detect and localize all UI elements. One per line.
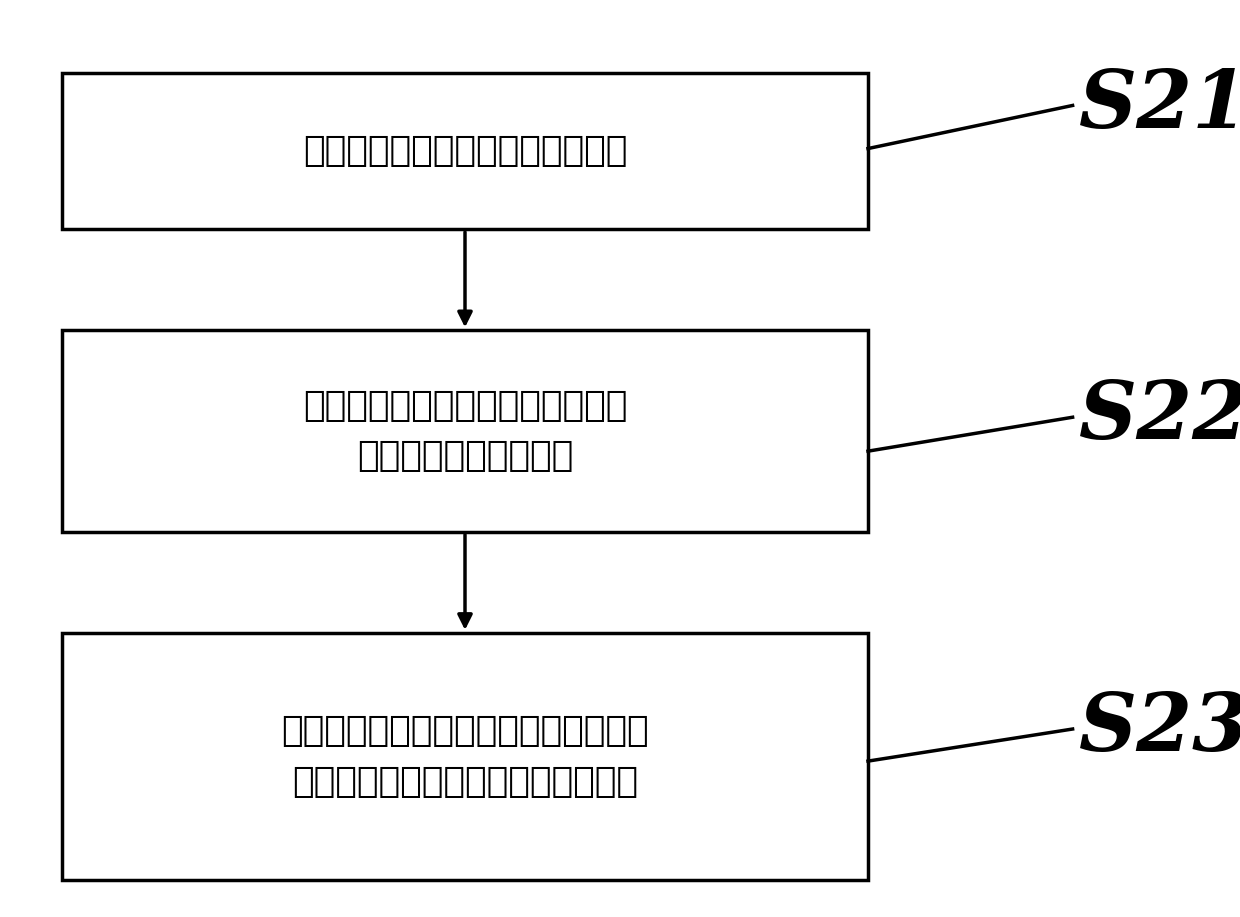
Text: 函数值的节点并标记为第一目标功率: 函数值的节点并标记为第一目标功率 — [291, 765, 639, 799]
Text: S23: S23 — [1079, 691, 1240, 768]
Text: 对光伏功率信号执行小波包基分解: 对光伏功率信号执行小波包基分解 — [303, 389, 627, 423]
Text: 并生成多层小波包信号: 并生成多层小波包信号 — [357, 439, 573, 473]
Bar — [62, 330, 868, 532]
Text: S22: S22 — [1079, 379, 1240, 456]
Text: 基于光伏波动率生成光伏功率信号: 基于光伏波动率生成光伏功率信号 — [303, 134, 627, 169]
Bar — [62, 633, 868, 880]
Text: S21: S21 — [1079, 67, 1240, 144]
Text: 获取多层小波包信号中的具有最小评价: 获取多层小波包信号中的具有最小评价 — [281, 714, 649, 748]
Bar — [62, 73, 868, 229]
